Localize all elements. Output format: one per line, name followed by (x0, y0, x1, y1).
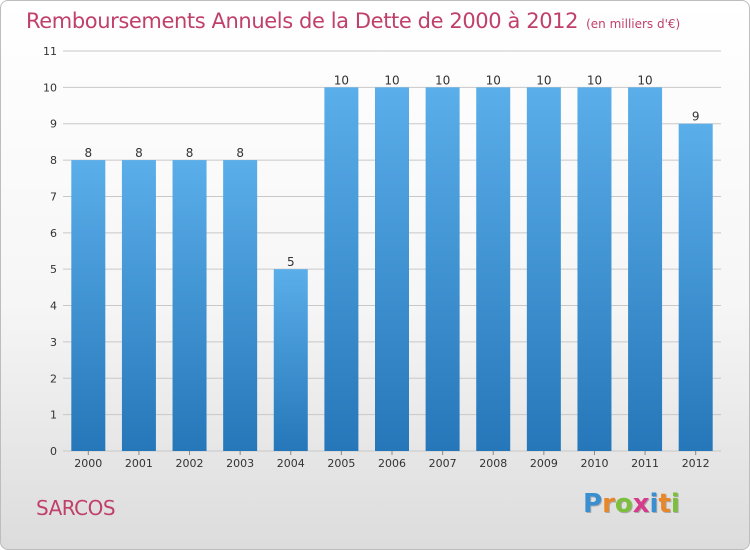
data-labels: 8 8 8 8 5 10 10 10 10 10 10 10 9 (84, 73, 699, 269)
y-tick-label: 2 (50, 372, 57, 385)
bar-2000 (71, 160, 106, 451)
x-tick-label: 2011 (631, 457, 659, 470)
bar-2010 (577, 87, 612, 451)
data-label: 9 (692, 110, 700, 124)
logo-letter: t (658, 489, 671, 519)
data-label: 5 (287, 255, 295, 269)
y-tick-label: 8 (50, 154, 57, 167)
x-tick-label: 2010 (580, 457, 608, 470)
bar-2008 (476, 87, 511, 451)
bar-2005 (324, 87, 359, 451)
bars (71, 87, 713, 452)
y-tick-label: 5 (50, 263, 57, 276)
bar-2001 (121, 160, 156, 451)
logo-letter: i (670, 489, 680, 519)
x-tick-label: 2000 (74, 457, 102, 470)
data-label: 10 (637, 73, 652, 87)
bar-2009 (526, 87, 561, 451)
data-label: 10 (334, 73, 349, 87)
chart-title-text: Remboursements Annuels de la Dette de 20… (26, 9, 579, 33)
x-tick-label: 2004 (277, 457, 305, 470)
bar-2007 (425, 87, 460, 451)
chart-title: Remboursements Annuels de la Dette de 20… (26, 9, 680, 33)
data-label: 10 (486, 73, 501, 87)
y-axis-ticks: 0 1 2 3 4 5 6 7 8 9 10 11 (43, 45, 57, 458)
bar-2006 (375, 87, 409, 451)
data-label: 8 (135, 146, 143, 160)
x-tick-label: 2012 (682, 457, 710, 470)
bar-2003 (223, 160, 258, 451)
y-tick-label: 0 (50, 445, 57, 458)
y-tick-label: 10 (43, 81, 57, 94)
bar-2011 (628, 87, 663, 451)
data-label: 8 (186, 146, 194, 160)
logo-letter: i (649, 489, 659, 519)
x-tick-label: 2005 (327, 457, 355, 470)
logo-letter: x (632, 489, 650, 519)
chart-subtitle: (en milliers d'€) (586, 17, 681, 31)
location-name: SARCOS (36, 496, 116, 520)
x-tick-label: 2008 (479, 457, 507, 470)
logo-letter: P (583, 489, 603, 519)
x-tick-label: 2009 (530, 457, 558, 470)
proxiti-logo: Proxiti (583, 489, 680, 519)
bar-2012 (678, 123, 713, 452)
x-tick-label: 2001 (125, 457, 153, 470)
x-tick-label: 2007 (429, 457, 457, 470)
y-tick-label: 9 (50, 118, 57, 131)
y-tick-label: 11 (43, 45, 57, 58)
y-tick-label: 1 (50, 409, 57, 422)
x-tick-label: 2003 (226, 457, 254, 470)
x-axis-ticks: 2000 2001 2002 2003 2004 2005 2006 2007 2008 2009… (74, 451, 710, 470)
y-tick-label: 3 (50, 336, 57, 349)
logo-letter: o (614, 489, 633, 519)
x-tick-label: 2002 (176, 457, 204, 470)
data-label: 10 (384, 73, 399, 87)
logo-letter: r (602, 489, 615, 519)
data-label: 8 (84, 146, 92, 160)
bar-2004 (273, 269, 308, 451)
data-label: 10 (536, 73, 551, 87)
data-label: 10 (435, 73, 450, 87)
bar-2002 (172, 160, 207, 451)
y-tick-label: 6 (50, 227, 57, 240)
x-tick-label: 2006 (378, 457, 406, 470)
data-label: 10 (587, 73, 602, 87)
y-tick-label: 7 (50, 190, 57, 203)
data-label: 8 (236, 146, 244, 160)
y-tick-label: 4 (50, 300, 57, 313)
